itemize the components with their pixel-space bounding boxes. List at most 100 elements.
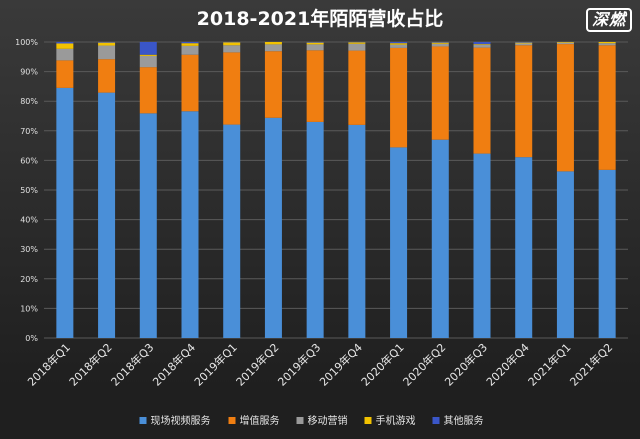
bar-segment (515, 45, 533, 158)
bar-segment (223, 124, 241, 338)
legend-swatch (139, 417, 147, 424)
x-tick-label: 2020年Q4 (483, 340, 532, 389)
bar-segment (473, 44, 491, 45)
bar-segment (556, 44, 574, 172)
bar-segment (56, 60, 74, 88)
x-tick-label: 2021年Q2 (567, 340, 616, 389)
bar-segment (306, 121, 324, 338)
legend-swatch (364, 417, 372, 424)
bar-segment (98, 92, 116, 338)
bar-segment (139, 55, 157, 68)
watermark-logo: 深燃 (585, 8, 632, 32)
bar-segment (515, 42, 533, 44)
bar-segment (598, 169, 616, 338)
bar-segment (56, 48, 74, 61)
bar-segment (264, 42, 282, 45)
bar-segment (264, 44, 282, 52)
bar-segment (598, 42, 616, 44)
bar-segment (139, 67, 157, 114)
bar-segment (515, 43, 533, 46)
x-tick-label: 2019年Q1 (191, 340, 240, 389)
bar-segment (390, 47, 408, 148)
bar-segment (181, 43, 199, 46)
bar-segment (348, 124, 366, 338)
bar-segment (556, 42, 574, 43)
bar-segment (431, 42, 449, 43)
y-tick-label: 60% (20, 156, 38, 165)
bar-segment (98, 45, 116, 60)
gridlines (44, 41, 628, 339)
bar-segment (431, 42, 449, 44)
y-tick-label: 20% (20, 275, 38, 284)
bar-segment (431, 43, 449, 47)
bar-segment (98, 42, 116, 46)
bar-segment (473, 47, 491, 154)
bar-segment (98, 59, 116, 93)
x-tick-label: 2018年Q1 (24, 340, 73, 389)
x-tick-label: 2018年Q4 (150, 340, 199, 389)
bar-segment (515, 42, 533, 43)
y-tick-label: 90% (20, 68, 38, 77)
bar-segment (348, 50, 366, 125)
bar-segment (306, 42, 324, 43)
x-axis: 2018年Q12018年Q22018年Q32018年Q42019年Q12019年… (24, 340, 615, 389)
bar-segment (264, 51, 282, 118)
bar-segment (598, 43, 616, 46)
bars (56, 42, 616, 338)
bar-segment (264, 117, 282, 338)
y-tick-label: 50% (20, 186, 38, 195)
bar-segment (306, 50, 324, 122)
bar-segment (306, 44, 324, 51)
legend: 现场视频服务 增值服务 移动营销 手机游戏 其他服务 (139, 414, 484, 427)
y-tick-label: 80% (20, 97, 38, 106)
y-tick-label: 0% (25, 334, 38, 343)
bar-segment (473, 44, 491, 48)
bar-segment (390, 43, 408, 45)
bar-segment (473, 42, 491, 45)
bar-segment (223, 45, 241, 53)
legend-swatch (432, 417, 440, 424)
bar-segment (390, 147, 408, 338)
bar-segment (556, 42, 574, 45)
y-tick-label: 100% (15, 38, 38, 47)
bar-segment (431, 139, 449, 338)
y-tick-label: 70% (20, 127, 38, 136)
bar-segment (56, 42, 74, 44)
legend-label: 移动营销 (308, 414, 348, 427)
legend-label: 现场视频服务 (151, 414, 211, 427)
bar-segment (390, 42, 408, 44)
x-tick-label: 2021年Q1 (525, 340, 574, 389)
legend-label: 增值服务 (240, 414, 280, 427)
x-tick-label: 2019年Q4 (316, 340, 365, 389)
bar-segment (223, 52, 241, 125)
x-tick-label: 2019年Q3 (275, 340, 324, 389)
bar-segment (223, 42, 241, 46)
legend-label: 其他服务 (444, 414, 484, 427)
legend-label: 手机游戏 (376, 414, 416, 427)
x-tick-label: 2020年Q3 (442, 340, 491, 389)
bar-segment (181, 45, 199, 55)
bar-segment (139, 54, 157, 56)
x-tick-label: 2020年Q1 (358, 340, 407, 389)
bar-segment (598, 45, 616, 170)
y-tick-label: 10% (20, 304, 38, 313)
chart-title: 2018-2021年陌陌营收占比 (197, 7, 444, 30)
legend-swatch (296, 417, 304, 424)
bar-segment (390, 44, 408, 48)
bar-segment (348, 43, 366, 51)
bar-segment (515, 157, 533, 338)
bar-segment (181, 111, 199, 338)
bar-segment (348, 42, 366, 44)
y-axis: 0% 10% 20% 30% 40% 50% 60% 70% 80% 90% 100% (15, 38, 38, 343)
bar-segment (98, 42, 116, 43)
y-tick-label: 30% (20, 245, 38, 254)
bar-segment (56, 43, 74, 49)
bar-segment (139, 113, 157, 338)
bar-segment (306, 42, 324, 45)
bar-segment (181, 54, 199, 112)
bar-segment (431, 46, 449, 140)
x-tick-label: 2018年Q3 (108, 340, 157, 389)
bar-segment (473, 153, 491, 338)
bar-segment (181, 42, 199, 44)
